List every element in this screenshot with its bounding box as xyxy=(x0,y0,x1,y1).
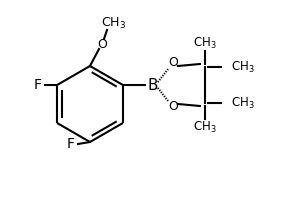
Text: CH$_3$: CH$_3$ xyxy=(193,36,217,51)
Text: O: O xyxy=(97,38,107,50)
Text: CH$_3$: CH$_3$ xyxy=(231,59,255,75)
Text: CH$_3$: CH$_3$ xyxy=(231,95,255,111)
Text: O: O xyxy=(168,101,178,113)
Text: F: F xyxy=(67,137,75,151)
Text: CH$_3$: CH$_3$ xyxy=(101,16,127,31)
Text: B: B xyxy=(148,77,158,93)
Text: CH$_3$: CH$_3$ xyxy=(193,119,217,135)
Text: F: F xyxy=(34,78,42,92)
Text: O: O xyxy=(168,57,178,69)
